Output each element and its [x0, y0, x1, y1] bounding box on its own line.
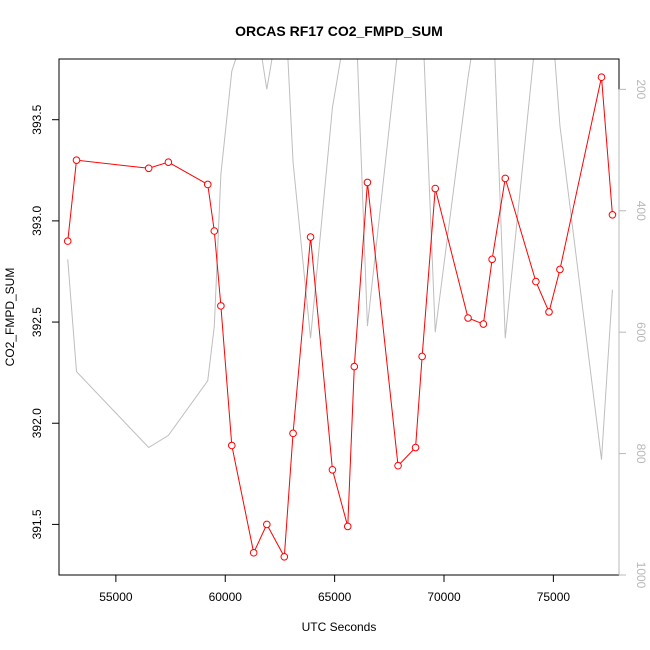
chart-title: ORCAS RF17 CO2_FMPD_SUM	[235, 23, 443, 39]
data-point	[363, 178, 372, 187]
data-point	[289, 429, 297, 438]
y-tick-label: 392.0	[30, 408, 44, 438]
x-axis: 55000 60000 65000 70000 75000	[99, 575, 570, 604]
x-axis-label: UTC Seconds	[302, 620, 377, 634]
data-point	[545, 308, 553, 316]
data-point	[418, 352, 426, 361]
x-tick-label: 75000	[537, 590, 571, 604]
y-axis-label: CO2_FMPD_SUM	[3, 268, 17, 367]
data-point	[411, 443, 420, 452]
data-point	[431, 184, 440, 193]
data-point	[228, 441, 236, 450]
y2-tick-label: 1000	[634, 562, 648, 589]
data-point	[249, 548, 258, 557]
data-point	[343, 522, 352, 531]
y2-tick-label: 200	[634, 79, 648, 99]
data-point	[306, 233, 315, 241]
data-point	[263, 520, 271, 529]
data-point	[532, 277, 540, 286]
data-point	[63, 237, 72, 245]
y-axis-left: 391.5 392.0 392.5 393.0 393.5	[30, 104, 59, 539]
y-tick-label: 393.0	[30, 206, 44, 236]
data-point	[479, 320, 488, 328]
y2-tick-label: 600	[634, 322, 648, 342]
y-axis-right: 200 400 600 800 1000	[618, 79, 648, 589]
data-point	[144, 164, 153, 173]
data-point	[501, 174, 510, 183]
x-tick-label: 70000	[427, 590, 461, 604]
data-point	[608, 211, 617, 219]
data-point	[394, 461, 402, 470]
x-tick-label: 55000	[99, 590, 133, 604]
data-point	[464, 314, 472, 322]
x-tick-label: 60000	[209, 590, 243, 604]
data-point	[164, 158, 173, 166]
data-point	[203, 180, 212, 189]
data-point	[328, 465, 337, 474]
data-point	[488, 255, 496, 264]
right-axis-series-line	[67, 59, 613, 460]
y2-tick-label: 800	[634, 444, 648, 464]
y-tick-label: 392.5	[30, 307, 44, 337]
data-point	[210, 227, 219, 235]
data-point	[217, 302, 225, 310]
x-tick-label: 65000	[318, 590, 352, 604]
data-point	[72, 156, 81, 164]
data-point	[350, 362, 359, 371]
plot-frame	[58, 58, 620, 576]
y-tick-label: 393.5	[30, 104, 44, 134]
y-tick-label: 391.5	[30, 509, 44, 539]
data-point	[556, 265, 564, 274]
data-point	[280, 552, 289, 561]
plot-series	[63, 59, 617, 561]
y2-tick-label: 400	[634, 201, 648, 221]
data-point	[597, 73, 606, 82]
left-axis-series-line	[67, 77, 613, 559]
